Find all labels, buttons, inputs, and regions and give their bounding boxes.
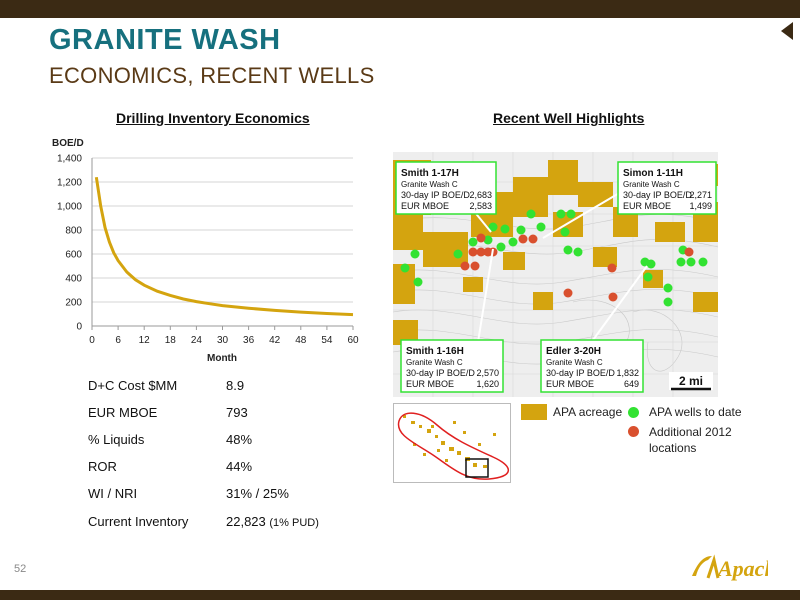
- metric-value: 31% / 25%: [226, 486, 289, 501]
- callout-simon-1-11h: Simon 1-11H Granite Wash C 30-day IP BOE…: [617, 161, 717, 215]
- wells-to-date-dot-icon: [628, 407, 639, 418]
- y-tick-label: 400: [65, 274, 82, 285]
- y-tick-label: 1,400: [57, 154, 82, 165]
- callout-eur-value: 649: [624, 379, 639, 389]
- metric-value: 44%: [226, 459, 253, 474]
- callout-ip-label: 30-day IP BOE/D: [406, 368, 475, 378]
- y-tick-label: 200: [65, 298, 82, 309]
- callout-well-name: Simon 1-11H: [623, 168, 683, 179]
- well-highlights-heading: Recent Well Highlights: [493, 110, 645, 126]
- y-tick-label: 0: [76, 322, 82, 333]
- callout-well-name: Smith 1-16H: [406, 346, 464, 357]
- callout-ip-label: 30-day IP BOE/D: [623, 190, 692, 200]
- legend-wells-label: APA wells to date: [649, 405, 742, 419]
- additional-locations-dot-icon: [628, 426, 639, 437]
- metric-label: ROR: [88, 459, 117, 474]
- metric-note: (1% PUD): [269, 517, 319, 529]
- metric-value: 793: [226, 405, 248, 420]
- y-tick-labels: 0 200 400 600 800 1,000 1,200 1,400: [57, 154, 82, 333]
- chart-gridlines: [92, 157, 353, 303]
- map-scale-bar: 2 mi: [669, 372, 713, 391]
- logo-text: Apache: [716, 556, 768, 581]
- callout-leaders: [472, 191, 648, 343]
- slide-title: GRANITE WASH: [49, 24, 281, 56]
- metric-label: EUR MBOE: [88, 405, 158, 420]
- x-tick-label: 48: [295, 335, 307, 346]
- callout-smith-1-17h: Smith 1-17H Granite Wash C 30-day IP BOE…: [395, 161, 497, 215]
- metric-label: D+C Cost $MM: [88, 378, 178, 393]
- page-number: 52: [14, 563, 27, 575]
- callout-ip-label: 30-day IP BOE/D: [546, 368, 615, 378]
- callout-ip-value: 1,832: [616, 368, 639, 378]
- metric-row-wi-nri: WI / NRI 31% / 25%: [88, 486, 368, 506]
- x-tick-label: 6: [115, 335, 121, 346]
- metric-row-liquids: % Liquids 48%: [88, 432, 368, 452]
- map-additional-locations: [460, 233, 694, 302]
- callout-eur-label: EUR MBOE: [406, 379, 454, 389]
- callout-eur-label: EUR MBOE: [546, 379, 594, 389]
- callout-ip-value: 2,683: [469, 190, 492, 200]
- well-map: Smith 1-17H Granite Wash C 30-day IP BOE…: [393, 152, 718, 397]
- y-axis-label: BOE/D: [52, 138, 84, 149]
- callout-eur-value: 2,583: [469, 201, 492, 211]
- y-tick-label: 800: [65, 226, 82, 237]
- x-tick-label: 54: [321, 335, 333, 346]
- slide-subtitle: ECONOMICS, RECENT WELLS: [49, 63, 375, 88]
- metric-row-ror: ROR 44%: [88, 459, 368, 479]
- bottom-band: [0, 590, 800, 600]
- x-tick-label: 60: [347, 335, 359, 346]
- x-tick-label: 0: [89, 335, 95, 346]
- apache-logo: Apache: [688, 552, 787, 587]
- x-tick-label: 12: [139, 335, 151, 346]
- metric-row-cost: D+C Cost $MM 8.9: [88, 378, 368, 398]
- metric-value: 22,823 (1% PUD): [226, 514, 319, 529]
- metric-row-eur: EUR MBOE 793: [88, 405, 368, 425]
- x-tick-label: 42: [269, 335, 281, 346]
- metric-label: WI / NRI: [88, 486, 138, 501]
- x-tick-label: 30: [217, 335, 229, 346]
- callout-well-name: Edler 3-20H: [546, 346, 601, 357]
- callout-edler-3-20h: Edler 3-20H Granite Wash C 30-day IP BOE…: [540, 339, 644, 393]
- inset-play-outline: [397, 412, 509, 480]
- x-tick-label: 18: [165, 335, 177, 346]
- metric-label: Current Inventory: [88, 514, 189, 529]
- callout-eur-value: 1,499: [689, 201, 712, 211]
- x-axis-label: Month: [207, 353, 237, 364]
- callout-formation: Granite Wash C: [406, 358, 463, 367]
- callout-formation: Granite Wash C: [623, 180, 680, 189]
- inset-focus-box: [465, 458, 489, 478]
- callout-ip-value: 2,271: [689, 190, 712, 200]
- metric-value: 8.9: [226, 378, 245, 393]
- y-tick-label: 600: [65, 250, 82, 261]
- callout-eur-label: EUR MBOE: [623, 201, 671, 211]
- legend-locations-label: Additional 2012 locations: [649, 425, 732, 455]
- callout-formation: Granite Wash C: [401, 180, 458, 189]
- y-tick-label: 1,000: [57, 202, 82, 213]
- acreage-swatch: [521, 404, 547, 420]
- callout-ip-value: 2,570: [476, 368, 499, 378]
- production-curve: [94, 176, 354, 317]
- x-tick-labels: 0 6 12 18 24 30 36 42 48 54 60: [89, 326, 359, 346]
- decline-curve-chart: 0 200 400 600 800 1,000 1,200 1,400 0 6 12 18 24 30 3…: [52, 138, 359, 364]
- callout-ip-label: 30-day IP BOE/D: [401, 190, 470, 200]
- inset-locator-map: [393, 403, 511, 483]
- callout-smith-1-16h: Smith 1-16H Granite Wash C 30-day IP BOE…: [400, 339, 504, 393]
- legend-acreage-label: APA acreage: [553, 405, 623, 419]
- metric-value: 48%: [226, 432, 253, 447]
- metric-row-inventory: Current Inventory 22,823 (1% PUD): [88, 514, 368, 534]
- y-tick-label: 1,200: [57, 178, 82, 189]
- callout-eur-label: EUR MBOE: [401, 201, 449, 211]
- corner-triangle-icon: [781, 22, 793, 40]
- apache-logo-icon: Apache: [692, 554, 787, 581]
- scale-label: 2 mi: [679, 374, 703, 388]
- top-band: [0, 0, 800, 18]
- metric-label: % Liquids: [88, 432, 145, 447]
- callout-well-name: Smith 1-17H: [401, 168, 459, 179]
- x-tick-label: 24: [191, 335, 203, 346]
- callout-eur-value: 1,620: [476, 379, 499, 389]
- economics-heading: Drilling Inventory Economics: [116, 110, 310, 126]
- x-tick-label: 36: [243, 335, 255, 346]
- callout-formation: Granite Wash C: [546, 358, 603, 367]
